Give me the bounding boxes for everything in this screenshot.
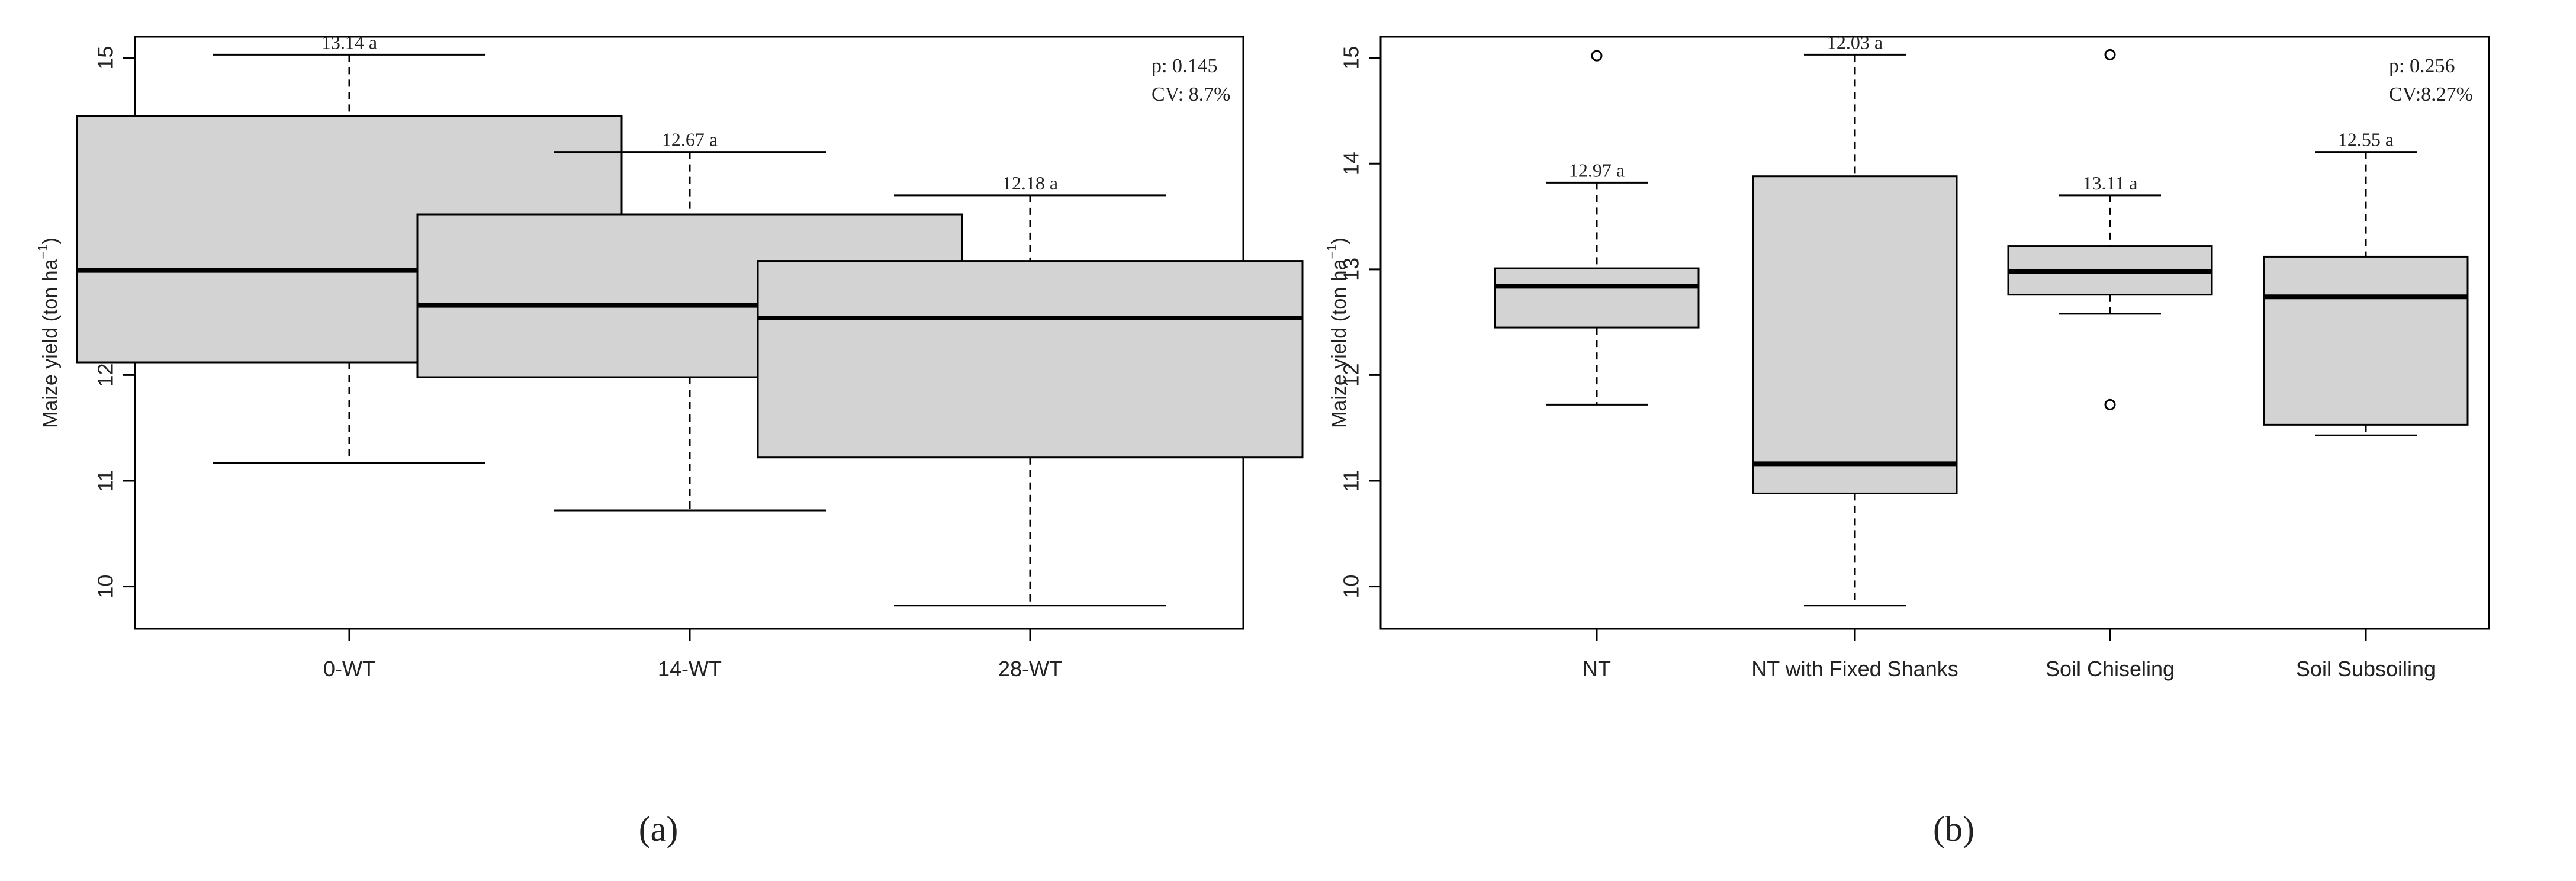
y-tick-label: 13	[1339, 258, 1363, 281]
iqr-box	[1752, 175, 1958, 494]
stats-annotation: CV: 8.7%	[1152, 83, 1230, 105]
mean-label: 13.11 a	[2082, 172, 2137, 194]
box-4: 12.55 a	[2263, 129, 2469, 436]
box-3: 13.11 a	[2007, 49, 2213, 410]
x-tick-label: NT with Fixed Shanks	[1751, 657, 1958, 681]
panel-label: (a)	[639, 809, 678, 848]
y-tick-label: 14	[1339, 152, 1363, 175]
box-1: 12.97 a	[1494, 50, 1700, 406]
mean-label: 13.14 a	[321, 31, 377, 53]
iqr-box	[1494, 267, 1700, 329]
y-axis-title-text: Maize yield (ton ha	[1328, 259, 1350, 427]
x-tick-label: 28-WT	[998, 657, 1062, 681]
panel-label: (b)	[1933, 809, 1974, 848]
x-tick-label: 14-WT	[658, 657, 722, 681]
y-tick-label: 15	[94, 46, 118, 70]
mean-label: 12.97 a	[1569, 159, 1625, 181]
iqr-box	[757, 260, 1304, 459]
mean-label: 12.03 a	[1827, 31, 1883, 53]
y-tick-label: 12	[94, 363, 118, 387]
mean-label: 12.55 a	[2338, 129, 2394, 150]
x-tick-label: Soil Chiseling	[2046, 657, 2175, 681]
x-tick-label: NT	[1583, 657, 1611, 681]
y-axis-title: Maize yield (ton ha−1)	[1324, 237, 1350, 428]
x-tick-label: Soil Subsoiling	[2296, 657, 2436, 681]
y-axis-title-close: )	[39, 237, 62, 244]
y-tick-label: 10	[1339, 575, 1363, 599]
stats-annotation: p: 0.256	[2389, 55, 2455, 77]
iqr-box	[2263, 255, 2469, 426]
mean-label: 12.18 a	[1002, 172, 1058, 194]
y-tick-label: 10	[94, 575, 118, 599]
outlier-point	[2104, 398, 2116, 410]
y-axis-title-text: Maize yield (ton ha	[39, 259, 62, 427]
y-tick-label: 15	[1339, 46, 1363, 70]
y-tick-label: 11	[1339, 470, 1363, 491]
stats-annotation: CV:8.27%	[2389, 83, 2473, 105]
y-tick-label: 12	[1339, 363, 1363, 387]
x-tick-label: 0-WT	[323, 657, 375, 681]
box-3: 12.18 a	[757, 172, 1304, 607]
y-tick-label: 11	[94, 470, 118, 491]
panel-b: 10 11 12 13 14 15 Maize yield (ton ha−1) p: 0.2…	[1324, 31, 2490, 848]
outlier-point	[1591, 50, 1603, 62]
y-axis-title-superscript: −1	[36, 244, 50, 259]
box-2: 12.03 a	[1752, 31, 1958, 607]
y-axis-title-close: )	[1328, 237, 1350, 244]
outlier-point	[2104, 49, 2116, 60]
mean-label: 12.67 a	[662, 129, 718, 150]
y-axis-title: Maize yield (ton ha−1)	[36, 237, 62, 428]
stats-annotation: p: 0.145	[1152, 55, 1217, 77]
y-axis-title-superscript: −1	[1324, 244, 1339, 259]
